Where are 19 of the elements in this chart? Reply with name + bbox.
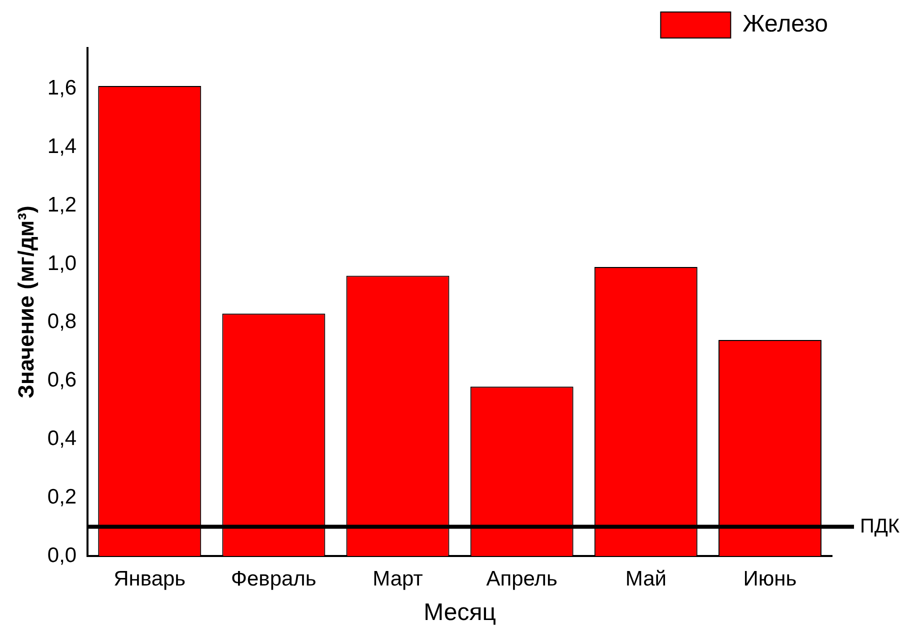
x-tick-label: Март	[372, 567, 424, 590]
x-tick-label: Февраль	[231, 567, 316, 590]
y-tick-label: 1,2	[47, 193, 77, 216]
legend-label: Железо	[742, 10, 828, 38]
y-tick-label: 1,6	[47, 76, 77, 100]
y-tick-label: 1,4	[47, 135, 77, 158]
x-axis-title: Месяц	[424, 599, 496, 626]
y-tick-label: 0,0	[47, 544, 77, 567]
x-tick-label: Июнь	[743, 567, 797, 590]
y-tick-label: 0,8	[47, 310, 77, 334]
ref-line-label: ПДК	[860, 515, 900, 538]
x-tick-label: Май	[625, 567, 666, 590]
x-tick-label: Январь	[114, 567, 186, 590]
y-axis-title: Значение (мг/дм³)	[13, 206, 38, 398]
y-tick-label: 0,2	[47, 485, 77, 508]
x-tick-label: Апрель	[486, 567, 558, 590]
y-tick-label: 0,4	[47, 427, 77, 450]
y-tick-label: 1,0	[47, 252, 77, 275]
y-tick-label: 0,6	[47, 368, 77, 392]
